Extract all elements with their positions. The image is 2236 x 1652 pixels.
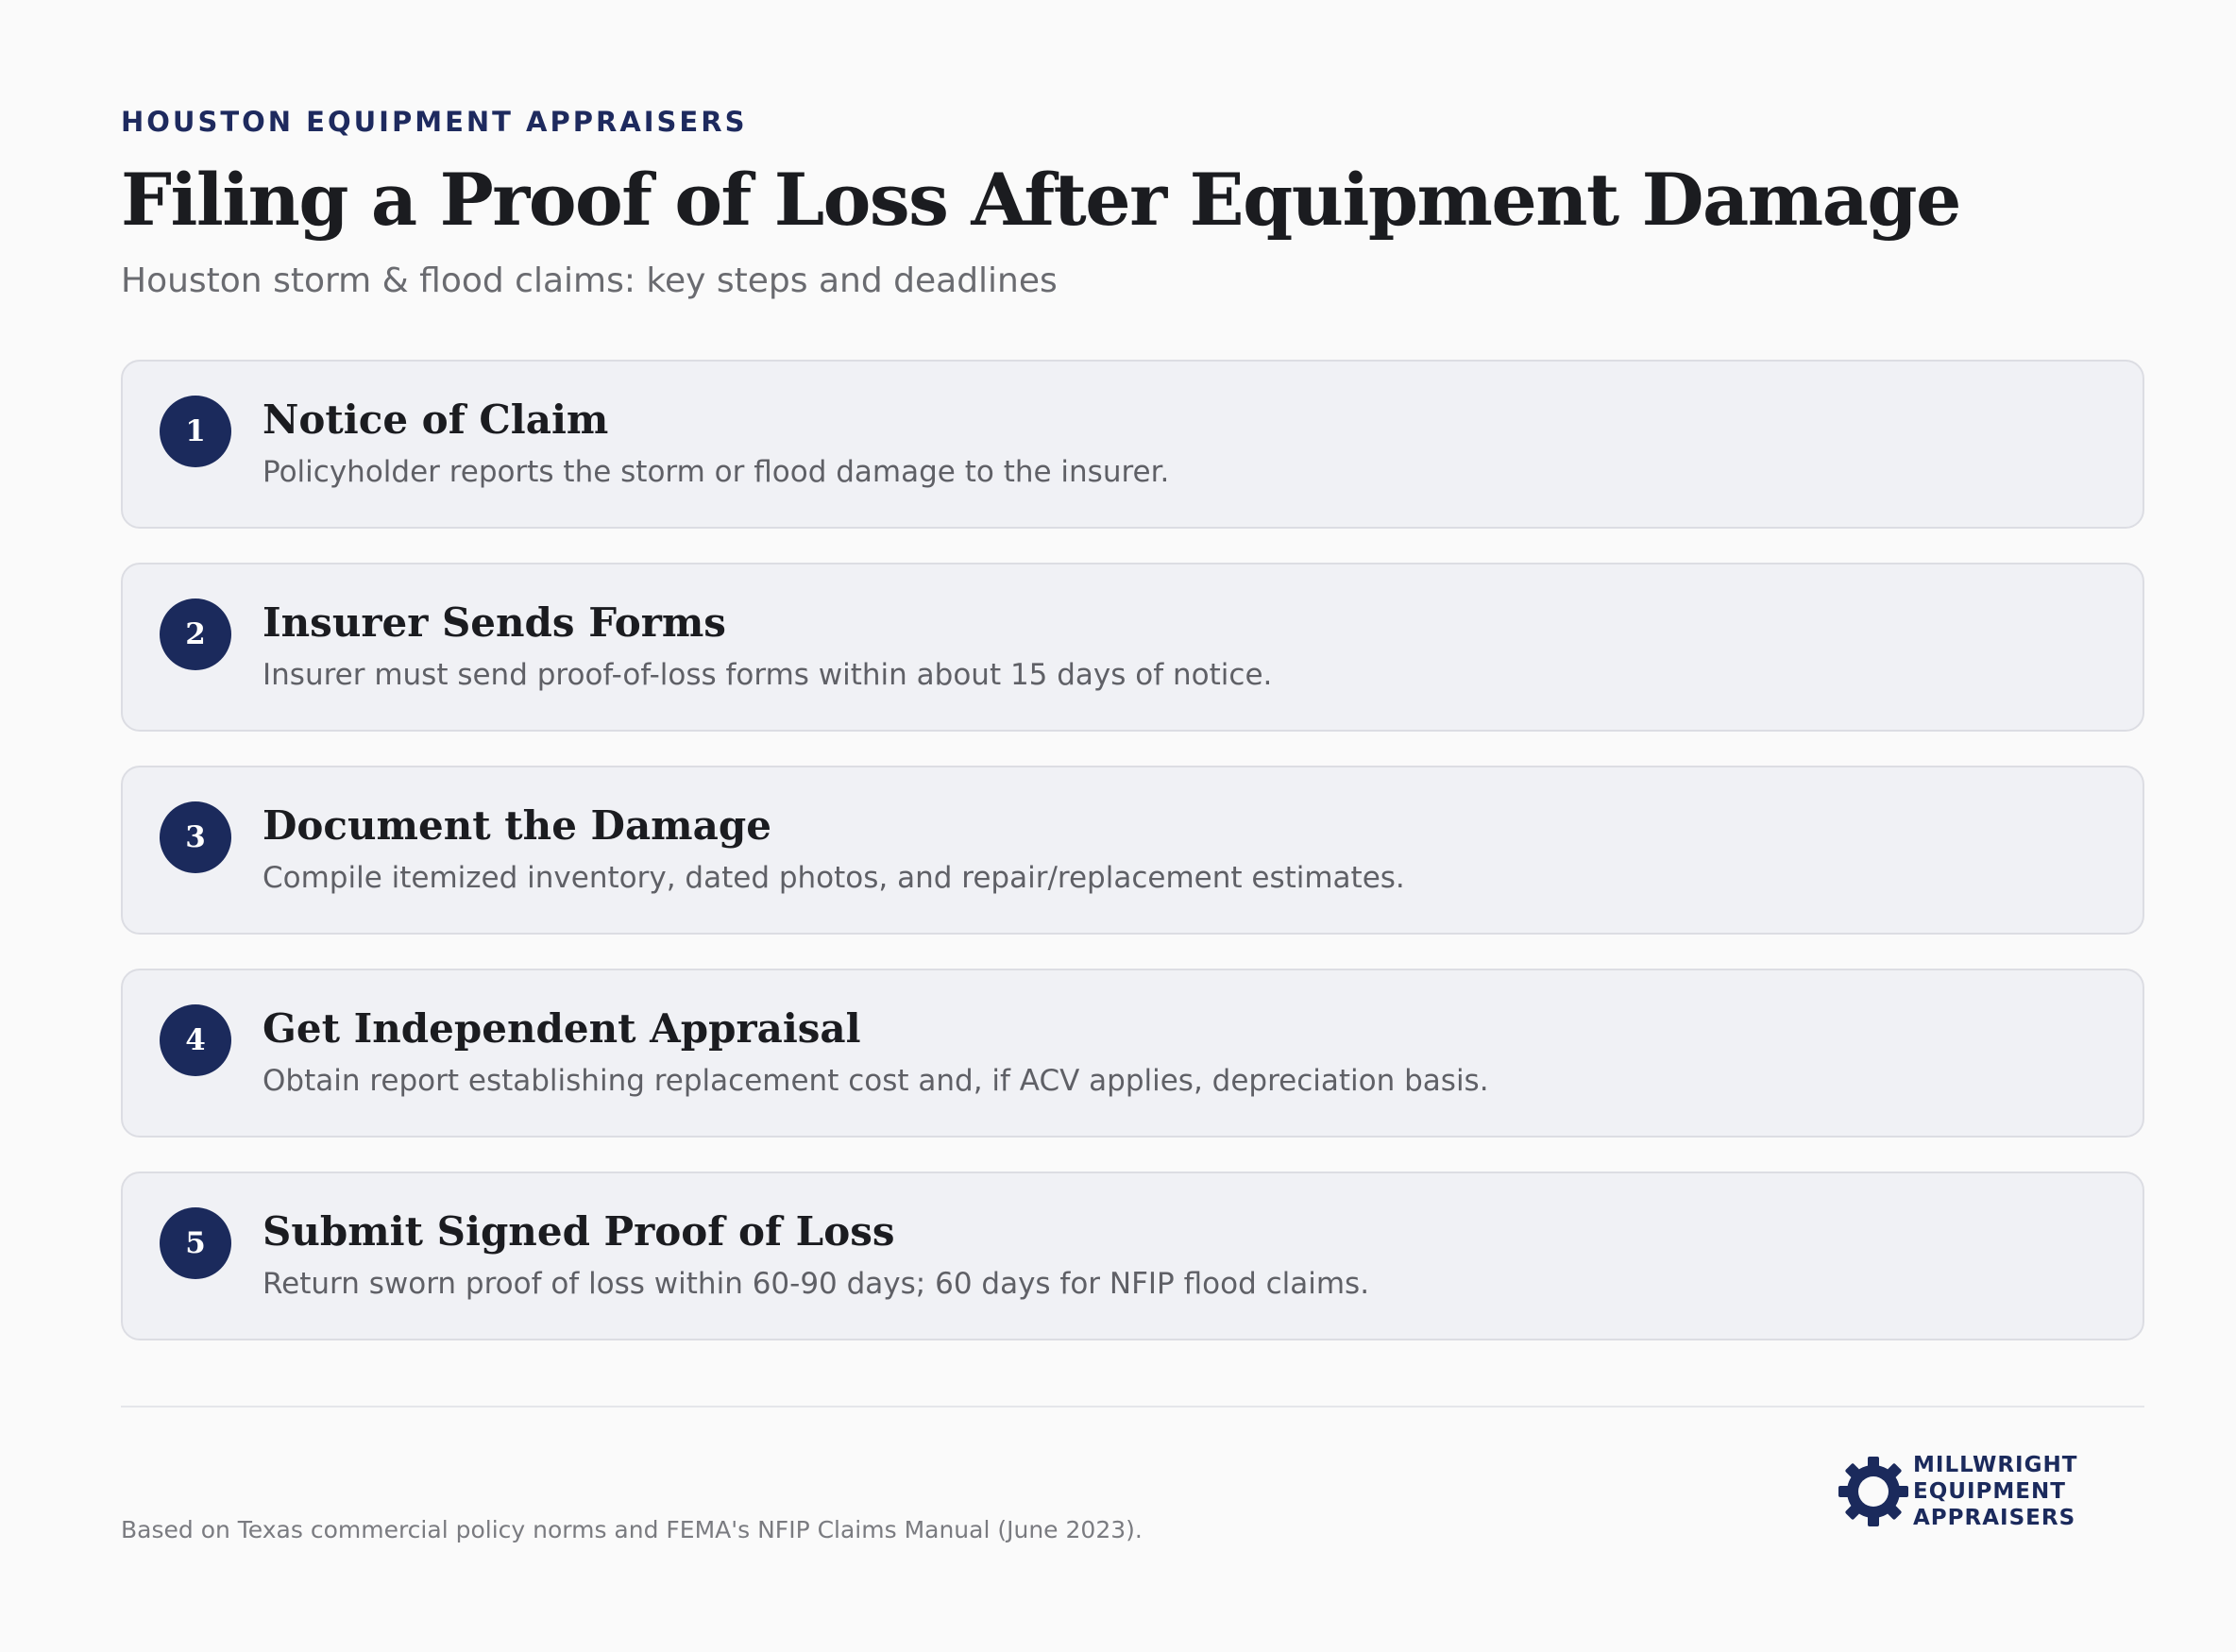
logo-line: MILLWRIGHT <box>1913 1453 2078 1477</box>
step-number-badge: 1 <box>160 396 231 467</box>
source-footnote: Based on Texas commercial policy norms a… <box>121 1516 1143 1543</box>
step-title: Document the Damage <box>263 802 771 849</box>
step-card: 2 Insurer Sends Forms Insurer must send … <box>121 563 2144 732</box>
step-title: Get Independent Appraisal <box>263 1005 861 1052</box>
footer-divider <box>121 1406 2144 1408</box>
page-subtitle: Houston storm & flood claims: key steps … <box>121 261 1058 300</box>
step-card: 1 Notice of Claim Policyholder reports t… <box>121 360 2144 529</box>
step-description: Obtain report establishing replacement c… <box>263 1064 1489 1098</box>
page-title: Filing a Proof of Loss After Equipment D… <box>121 158 1961 242</box>
logo-wordmark: MILLWRIGHT EQUIPMENT APPRAISERS <box>1913 1452 2077 1531</box>
logo-line: EQUIPMENT <box>1913 1479 2066 1504</box>
step-card: 3 Document the Damage Compile itemized i… <box>121 766 2144 935</box>
step-card: 4 Get Independent Appraisal Obtain repor… <box>121 969 2144 1138</box>
logo-line: APPRAISERS <box>1913 1506 2076 1530</box>
step-number-badge: 5 <box>160 1207 231 1279</box>
step-title: Submit Signed Proof of Loss <box>263 1208 895 1255</box>
step-title: Notice of Claim <box>263 396 609 443</box>
step-description: Insurer must send proof-of-loss forms wi… <box>263 658 1273 692</box>
step-title: Insurer Sends Forms <box>263 599 726 646</box>
step-number-badge: 3 <box>160 801 231 873</box>
eyebrow-label: HOUSTON EQUIPMENT APPRAISERS <box>121 106 748 138</box>
page: HOUSTON EQUIPMENT APPRAISERS Filing a Pr… <box>121 0 2144 1652</box>
step-number-badge: 4 <box>160 1004 231 1076</box>
step-description: Return sworn proof of loss within 60-90 … <box>263 1267 1370 1301</box>
gear-icon <box>1838 1457 1908 1526</box>
step-number-badge: 2 <box>160 598 231 670</box>
step-description: Policyholder reports the storm or flood … <box>263 455 1170 489</box>
steps-list: 1 Notice of Claim Policyholder reports t… <box>121 360 2144 1374</box>
step-description: Compile itemized inventory, dated photos… <box>263 861 1405 895</box>
step-card: 5 Submit Signed Proof of Loss Return swo… <box>121 1172 2144 1340</box>
company-logo: MILLWRIGHT EQUIPMENT APPRAISERS <box>1838 1450 2121 1531</box>
